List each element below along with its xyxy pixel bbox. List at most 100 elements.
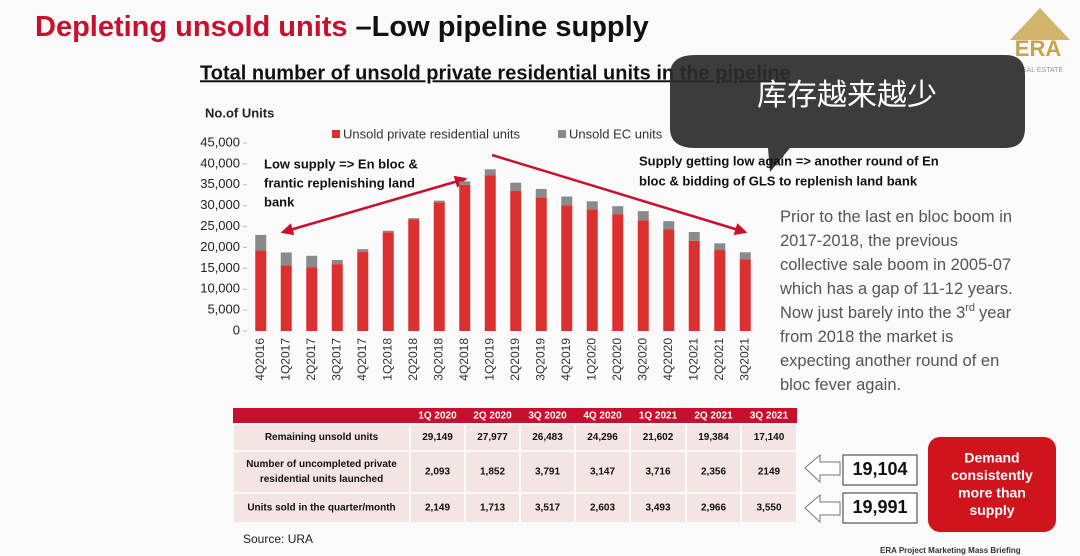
bar-segment	[484, 175, 496, 331]
bar-segment	[382, 230, 394, 233]
bar-segment	[280, 252, 292, 266]
bar-segment	[535, 197, 547, 331]
bar-segment	[510, 191, 522, 331]
x-tick-label: 1Q2021	[686, 338, 700, 381]
table-cell: 2,093	[425, 467, 450, 478]
bar-segment	[688, 240, 700, 331]
bar-segment	[663, 221, 675, 230]
y-tick-label: 15,000	[200, 260, 240, 275]
legend-swatch	[332, 130, 340, 138]
row-label: residential units launched	[260, 474, 383, 485]
callout-value: 19,991	[852, 497, 907, 517]
table-cell-bg	[466, 425, 519, 450]
table-cell-bg	[576, 425, 629, 450]
y-tick-label: 45,000	[200, 134, 240, 149]
table-cell-bg	[576, 494, 629, 522]
table-cell: 3,147	[590, 467, 615, 478]
bar-segment	[714, 243, 726, 251]
demand-box	[928, 437, 1056, 532]
table-cell-bg	[466, 494, 519, 522]
annotation: frantic replenishing land	[264, 175, 415, 190]
bar-segment	[280, 265, 292, 331]
table-cell-bg	[521, 452, 574, 492]
table-cell: 1,713	[480, 503, 505, 514]
table-cell-bg	[234, 452, 409, 492]
x-tick-label: 1Q2019	[482, 338, 496, 381]
bar-segment	[510, 182, 522, 192]
x-tick-label: 2Q2018	[406, 338, 420, 381]
title-highlight: Depleting unsold units	[35, 11, 348, 43]
y-tick-label: 35,000	[200, 176, 240, 191]
table-cell-bg	[742, 452, 796, 492]
annotation: bank	[264, 194, 295, 209]
bar-segment	[331, 259, 343, 265]
x-tick-label: 3Q2020	[635, 338, 649, 381]
table-cell-bg	[234, 494, 409, 522]
demand-text: Demand	[964, 450, 1019, 466]
logo-roof	[1010, 8, 1070, 40]
table-cell-bg	[631, 494, 685, 522]
x-tick-label: 4Q2018	[457, 338, 471, 381]
bar-segment	[612, 206, 624, 215]
table-cell: 2,966	[701, 503, 726, 514]
table-cell-bg	[234, 425, 409, 450]
bar-segment	[714, 250, 726, 331]
x-tick-label: 2Q2020	[610, 338, 624, 381]
logo-text: ERA	[1015, 36, 1062, 61]
arrow	[280, 175, 468, 236]
note-line-tail: year	[979, 304, 1012, 322]
table-header: 2Q 2020	[473, 411, 512, 422]
bar-segment	[561, 196, 573, 206]
table-cell: 17,140	[754, 432, 785, 443]
x-tick-label: 1Q2020	[584, 338, 598, 381]
title: Depleting unsold units –Low pipeline supp…	[35, 11, 649, 43]
logo: ERA REAL ESTATE	[1010, 8, 1070, 74]
bubble-text: 库存越来越少	[757, 79, 937, 112]
bar-segment	[408, 218, 420, 220]
y-axis-label: No.of Units	[205, 105, 274, 120]
source: Source: URA	[243, 532, 313, 546]
x-tick-label: 2Q2021	[712, 338, 726, 381]
callouts: 19,104 19,991	[804, 437, 1056, 532]
x-tick-label: 3Q2019	[533, 338, 547, 381]
x-tick-label: 2Q2019	[508, 338, 522, 381]
bar-segment	[306, 267, 318, 331]
x-tick-label: 4Q2016	[253, 338, 267, 381]
table: 1Q 2020 2Q 2020 3Q 2020 4Q 2020 1Q 2021 2Q 20…	[234, 411, 796, 522]
bar-segment	[433, 200, 445, 203]
table-cell-bg	[411, 452, 464, 492]
x-tick-label: 3Q2017	[329, 338, 343, 381]
bar-segment	[408, 219, 420, 331]
table-cell-bg	[687, 425, 740, 450]
x-tick-label: 4Q2019	[559, 338, 573, 381]
table-cell-bg	[466, 452, 519, 492]
bar-segment	[586, 201, 598, 210]
y-tick-label: 25,000	[200, 218, 240, 233]
x-tick-label: 1Q2018	[380, 338, 394, 381]
note-line: from 2018 the market is	[780, 328, 953, 346]
table-cell-bg	[687, 494, 740, 522]
bar-segment	[739, 259, 751, 331]
demand-text: consistently	[951, 467, 1033, 483]
table-cell-bg	[411, 425, 464, 450]
table-header: 3Q 2020	[528, 411, 567, 422]
note-line: collective sale boom in 2005-07	[780, 256, 1011, 274]
y-tick-label: 20,000	[200, 239, 240, 254]
table-cell-bg	[631, 425, 685, 450]
table-cell: 29,149	[422, 432, 453, 443]
logo-sub: REAL ESTATE	[1017, 67, 1063, 74]
bar-segment	[586, 209, 598, 331]
y-tick-label: 10,000	[200, 281, 240, 296]
annotation: Low supply => En bloc &	[264, 156, 418, 171]
table-cell-bg	[742, 494, 796, 522]
bar-segment	[637, 220, 649, 331]
bar-segment	[357, 252, 369, 331]
note-superscript: rd	[965, 302, 975, 314]
note-line: expecting another round of en	[780, 352, 999, 370]
table-cell: 2,149	[425, 503, 450, 514]
note-line: Prior to the last en bloc boom in	[780, 208, 1012, 226]
arrow	[491, 153, 748, 236]
bar-segment	[331, 264, 343, 331]
note-line: bloc fever again.	[780, 376, 901, 394]
bubble-shape	[670, 55, 1025, 172]
